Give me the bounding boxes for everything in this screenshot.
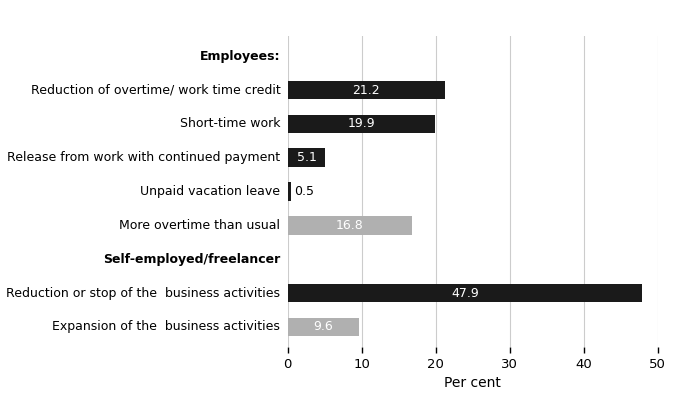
Text: Reduction of overtime/ work time credit: Reduction of overtime/ work time credit	[31, 83, 280, 97]
Bar	[288, 284, 642, 302]
Text: Release from work with continued payment: Release from work with continued payment	[7, 151, 280, 164]
Bar	[288, 81, 445, 99]
Text: More overtime than usual: More overtime than usual	[119, 219, 280, 232]
Bar	[288, 216, 412, 235]
Text: Unpaid vacation leave: Unpaid vacation leave	[140, 185, 280, 198]
X-axis label: Per cent: Per cent	[444, 376, 501, 390]
Text: 5.1: 5.1	[297, 151, 316, 164]
Bar	[288, 318, 359, 336]
Bar	[288, 148, 325, 167]
Text: 19.9: 19.9	[347, 117, 375, 130]
Bar	[288, 182, 291, 201]
Text: Reduction or stop of the  business activities: Reduction or stop of the business activi…	[6, 286, 280, 300]
Text: Self-employed/freelancer: Self-employed/freelancer	[103, 253, 280, 266]
Text: 0.5: 0.5	[295, 185, 314, 198]
Text: Expansion of the  business activities: Expansion of the business activities	[53, 320, 280, 333]
Text: 21.2: 21.2	[352, 83, 380, 97]
Bar	[288, 115, 435, 133]
Text: Short-time work: Short-time work	[179, 117, 280, 130]
Text: Employees:: Employees:	[200, 50, 280, 63]
Text: 9.6: 9.6	[313, 320, 333, 333]
Text: 16.8: 16.8	[336, 219, 364, 232]
Text: 47.9: 47.9	[451, 286, 479, 300]
